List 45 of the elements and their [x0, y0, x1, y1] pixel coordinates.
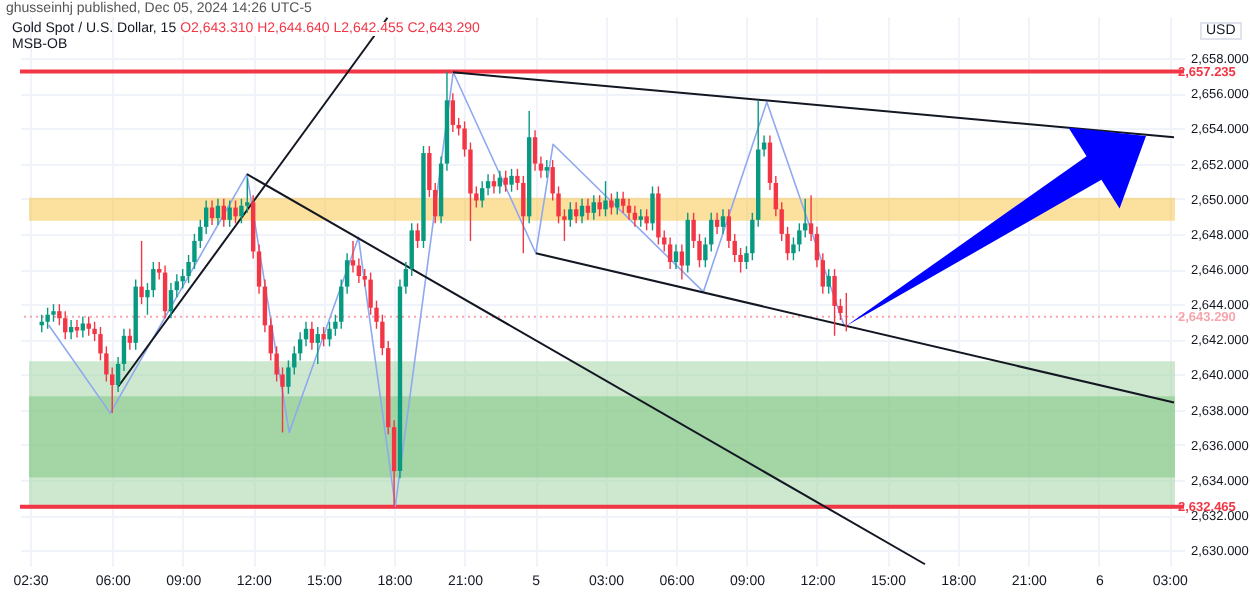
- candlestick: [609, 192, 614, 216]
- candlestick: [532, 129, 538, 172]
- candlestick: [503, 169, 508, 193]
- candlestick: [309, 321, 315, 351]
- candlestick: [63, 310, 68, 341]
- candlestick: [632, 205, 638, 228]
- candlestick: [315, 326, 320, 365]
- candlestick: [620, 191, 626, 214]
- candlestick: [626, 198, 632, 221]
- candlestick: [656, 185, 661, 246]
- line-series: [47, 71, 845, 508]
- candlestick: [45, 306, 50, 330]
- candlestick: [327, 321, 332, 348]
- candlestick: [568, 201, 573, 228]
- candlestick: [521, 175, 526, 254]
- candlestick: [615, 191, 620, 216]
- candlestick: [720, 208, 726, 235]
- candlestick: [679, 243, 685, 281]
- candlestick: [480, 180, 485, 209]
- candlestick: [139, 240, 144, 305]
- candlestick: [685, 212, 690, 274]
- candlestick: [826, 268, 831, 295]
- candlestick: [832, 268, 837, 337]
- candlestick: [221, 198, 226, 228]
- candlestick: [233, 199, 238, 225]
- candlestick: [227, 199, 232, 228]
- candlestick: [844, 292, 849, 333]
- candlestick: [168, 282, 174, 319]
- candlestick: [673, 243, 679, 270]
- candlestick: [591, 194, 596, 221]
- candlestick: [450, 92, 456, 133]
- candlestick: [585, 198, 591, 221]
- candlestick: [74, 319, 80, 339]
- candlestick: [415, 222, 420, 249]
- candlestick: [650, 185, 655, 232]
- candlestick: [714, 212, 720, 235]
- candlestick: [509, 168, 514, 193]
- candlestick: [597, 194, 602, 218]
- candlestick: [644, 208, 649, 232]
- candlestick: [127, 328, 133, 351]
- candlestick: [573, 201, 579, 225]
- candlestick: [603, 180, 608, 218]
- candlestick: [667, 236, 673, 270]
- candlestick: [321, 326, 326, 348]
- candlestick: [80, 315, 86, 339]
